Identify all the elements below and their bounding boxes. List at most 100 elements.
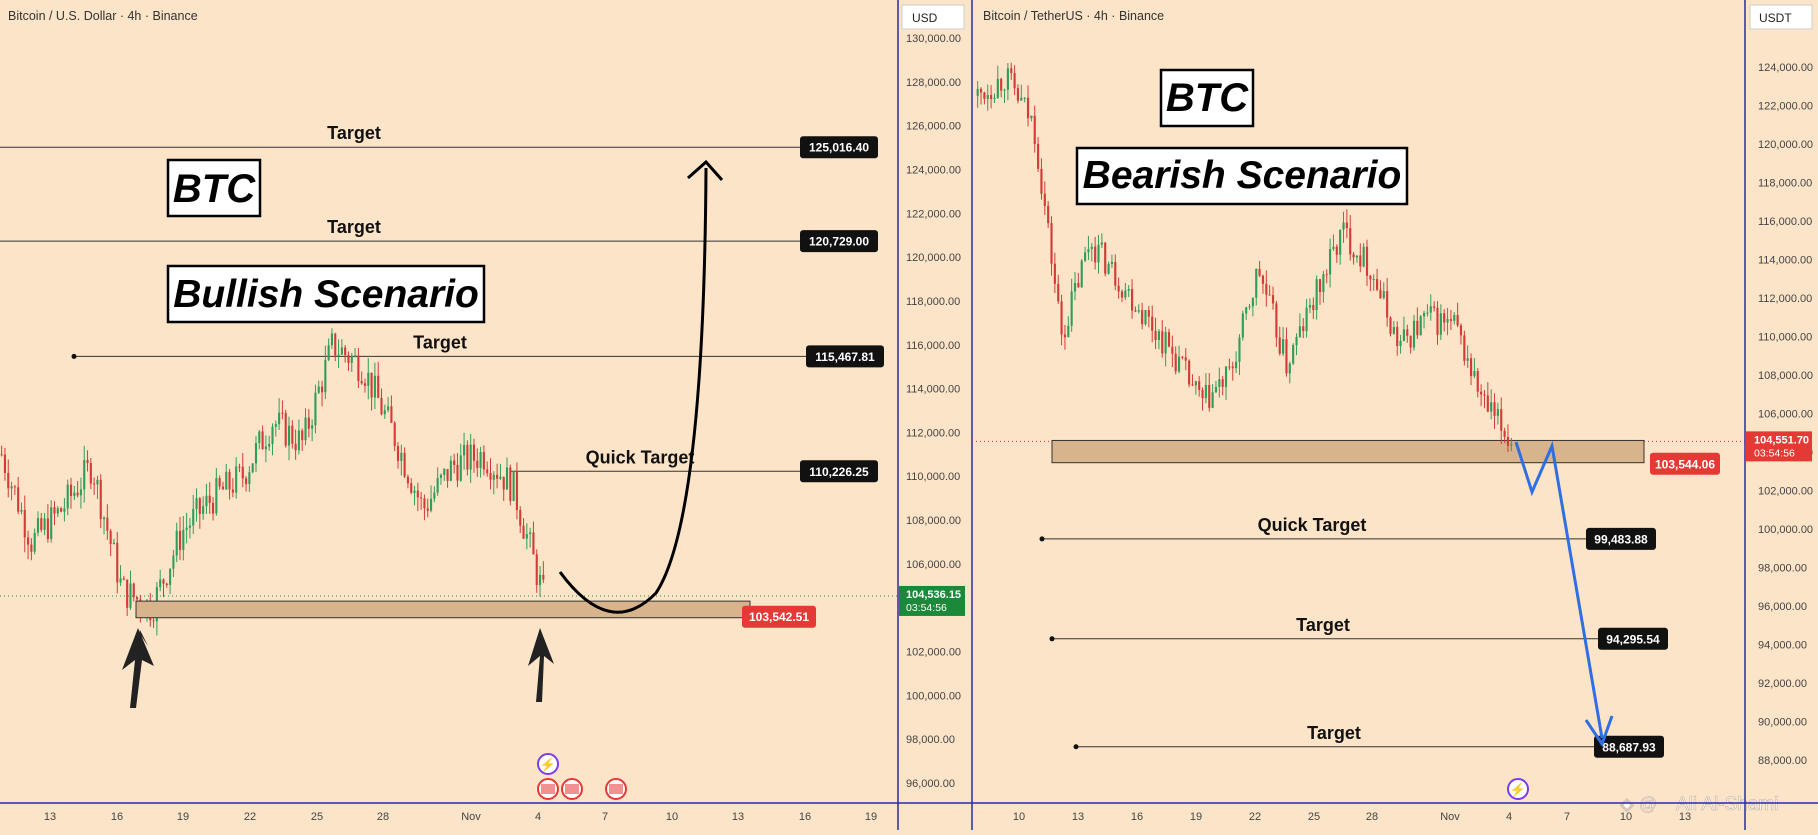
- right-candle-body: [1177, 356, 1181, 372]
- left-candle-body: [486, 469, 489, 474]
- left-bullish-arrowhead: [687, 159, 724, 181]
- left-price-axis[interactable]: USD 130,000.00 128,000.00 126,000.00 124,00…: [897, 0, 965, 830]
- left-candle-body: [152, 620, 155, 622]
- right-candle-body: [1469, 358, 1473, 377]
- right-title-box: BTC: [1159, 68, 1255, 128]
- right-x-tick: 13: [1679, 811, 1691, 823]
- right-candle-body: [1473, 371, 1476, 377]
- left-candle-body: [429, 498, 433, 511]
- right-candle-body: [1463, 335, 1466, 361]
- left-candle-body: [406, 476, 409, 484]
- right-candle-body: [1006, 68, 1009, 90]
- left-up-arrow-1: [122, 628, 154, 708]
- left-live-price: 104,536.15: [906, 589, 961, 601]
- left-candle-body: [330, 333, 334, 346]
- left-x-tick: 19: [177, 811, 189, 823]
- right-x-tick: 13: [1072, 811, 1084, 823]
- right-candle-body: [1080, 260, 1083, 288]
- left-candle-body: [301, 430, 304, 441]
- right-candle-body: [1238, 337, 1241, 362]
- left-candle-body: [7, 472, 10, 489]
- left-x-tick: 4: [535, 811, 541, 823]
- right-candle-body: [1161, 331, 1164, 354]
- left-candle-body: [377, 375, 380, 398]
- right-x-tick: 28: [1366, 811, 1378, 823]
- right-candle-body: [1120, 291, 1124, 298]
- left-candle-body: [469, 444, 472, 470]
- left-candle-body: [0, 454, 3, 456]
- left-y-tick: 112,000.00: [906, 427, 960, 439]
- left-level-price-tag: 120,729.00: [800, 230, 878, 253]
- right-candle-body: [1181, 356, 1184, 358]
- left-symbol-label[interactable]: Bitcoin / U.S. Dollar · 4h · Binance: [8, 9, 198, 23]
- left-candle-body: [10, 486, 13, 489]
- left-candle-body: [112, 542, 116, 545]
- left-event-badges[interactable]: ⚡: [537, 753, 627, 800]
- left-candle-body: [476, 460, 479, 469]
- right-symbol-label[interactable]: Bitcoin / TetherUS · 4h · Binance: [983, 9, 1164, 23]
- left-candle-body: [443, 469, 446, 475]
- left-level-price-tag-bg: [800, 460, 878, 483]
- right-y-tick: 102,000.00: [1758, 486, 1813, 498]
- right-candle-body: [1047, 205, 1050, 224]
- right-candle-body: [1399, 340, 1402, 346]
- left-candle-body: [116, 542, 119, 583]
- right-candle-body: [1043, 193, 1046, 206]
- left-candle-body: [251, 463, 254, 473]
- watermark-author: Ali Al-Shami: [1676, 794, 1778, 815]
- right-level-price-tag-text: 88,687.93: [1602, 740, 1656, 754]
- right-level-price-tag: 94,295.54: [1598, 627, 1668, 650]
- right-currency-label[interactable]: USDT: [1759, 11, 1792, 25]
- right-candle-body: [1137, 310, 1140, 312]
- right-target-levels: Quick Target 99,483.88 Target 94,295.54 Targ…: [972, 440, 1745, 758]
- right-candle-body: [1349, 228, 1352, 255]
- left-y-tick: 126,000.00: [906, 121, 961, 133]
- right-candle-body: [1278, 337, 1281, 354]
- flash-event-icon[interactable]: [1507, 778, 1529, 800]
- right-candle-body: [1355, 255, 1359, 258]
- right-candle-body: [1396, 326, 1399, 346]
- right-candle-body: [1070, 291, 1073, 326]
- left-candle-body: [496, 474, 499, 479]
- right-candle-body: [1211, 392, 1214, 408]
- left-x-axis[interactable]: 13 16 19 22 25 28 Nov 4 7 10 13 16 19: [44, 811, 877, 823]
- left-candle-body: [436, 477, 439, 493]
- right-x-tick: 4: [1506, 811, 1512, 823]
- left-level-price-tag-text: 115,467.81: [815, 350, 875, 364]
- right-x-axis[interactable]: 10 13 16 19 22 25 28 Nov 4 7 10 13: [1013, 811, 1691, 823]
- right-candle-body: [1057, 283, 1060, 302]
- right-candle-body: [1282, 339, 1285, 354]
- left-candle-body: [291, 425, 294, 444]
- right-candle-body: [1476, 371, 1479, 392]
- left-candle-body: [420, 497, 423, 499]
- right-candle-body: [1372, 279, 1375, 281]
- left-candle-body: [132, 583, 135, 598]
- left-currency-button[interactable]: [901, 4, 965, 30]
- right-candle-body: [1456, 314, 1459, 326]
- right-candle-body: [1439, 313, 1442, 335]
- right-level-anchor-dot: [1073, 744, 1079, 750]
- right-candle-body: [1221, 379, 1224, 387]
- right-candle-body: [1429, 306, 1432, 313]
- right-candle-body: [1345, 222, 1348, 229]
- left-candle-body: [439, 474, 443, 478]
- right-candle-body: [1141, 310, 1144, 325]
- left-candle-body: [479, 452, 482, 469]
- left-y-tick: 98,000.00: [906, 734, 955, 746]
- left-y-tick: 116,000.00: [906, 340, 960, 352]
- right-price-axis[interactable]: USDT 124,000.00 122,000.00 120,000.00 118,0…: [1744, 0, 1813, 830]
- left-level-price-tag-text: 120,729.00: [809, 235, 869, 249]
- right-candle-body: [1214, 386, 1218, 393]
- right-currency-button[interactable]: [1749, 4, 1813, 30]
- right-y-tick: 114,000.00: [1758, 255, 1812, 267]
- right-candle-body: [1436, 307, 1439, 335]
- left-currency-label[interactable]: USD: [912, 11, 938, 25]
- left-candle-body: [297, 430, 300, 451]
- right-support-zone-rect: [1051, 439, 1645, 464]
- right-candle-body: [1228, 366, 1231, 368]
- left-candle-body: [363, 383, 367, 386]
- right-x-tick: 7: [1564, 811, 1570, 823]
- right-candle-body: [1426, 312, 1429, 314]
- tradingview-logo-icon: ◈ @: [1620, 794, 1657, 814]
